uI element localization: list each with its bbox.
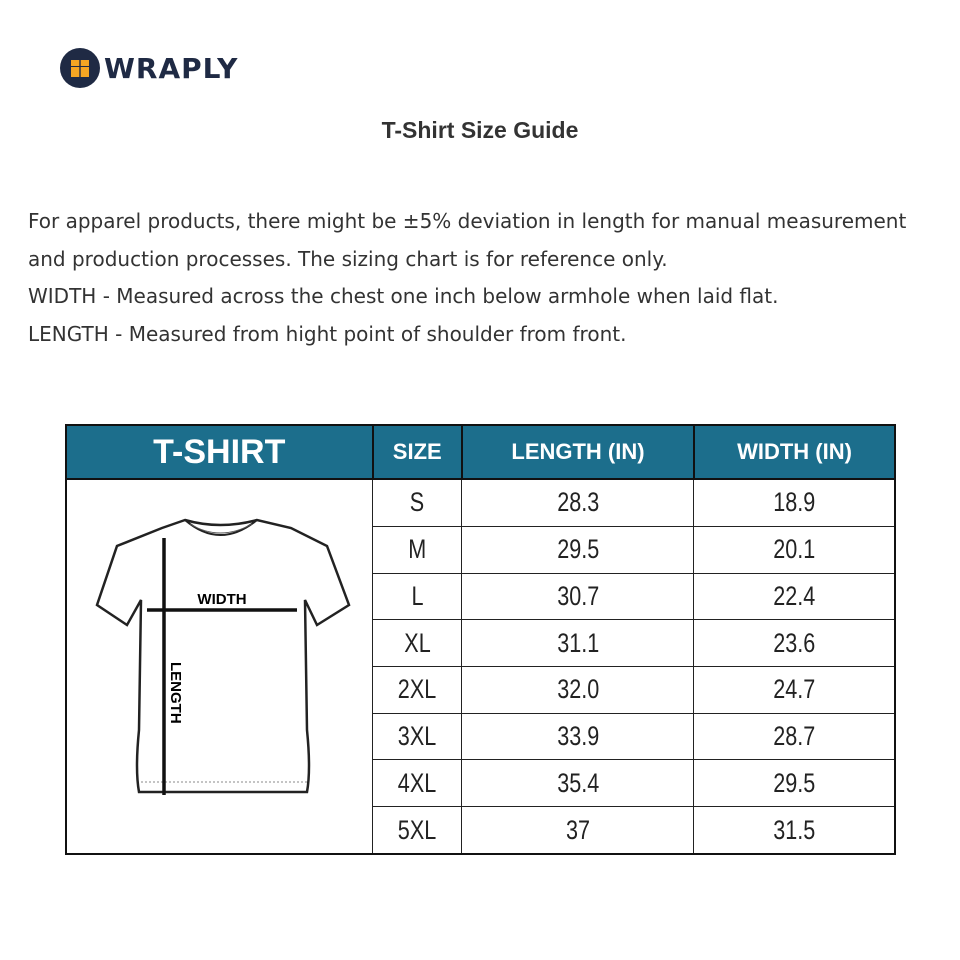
header-width: WIDTH (IN) [692, 424, 897, 480]
table-row: 5XL 37 31.5 [66, 806, 896, 855]
cell-size: 5XL [371, 806, 463, 855]
brand-logo: WRAPLY [60, 48, 238, 88]
description: For apparel products, there might be ±5%… [28, 203, 928, 353]
brand-name: WRAPLY [104, 51, 239, 85]
size-value: 4XL [398, 767, 437, 798]
header-length: LENGTH (IN) [460, 424, 695, 480]
length-value: 32.0 [556, 674, 599, 705]
deviation-note: For apparel products, there might be ±5%… [28, 209, 907, 271]
cell-length: 30.7 [461, 572, 695, 621]
width-note: WIDTH - Measured across the chest one in… [28, 284, 779, 308]
table-header: T-SHIRT SIZE LENGTH (IN) WIDTH (IN) [65, 424, 897, 480]
cell-size: XL [371, 619, 463, 667]
cell-size: 2XL [371, 665, 463, 714]
cell-length: 35.4 [461, 759, 695, 808]
length-value: 29.5 [556, 534, 599, 565]
width-value: 29.5 [773, 767, 816, 798]
size-table: T-SHIRT SIZE LENGTH (IN) WIDTH (IN) WIDT… [65, 424, 897, 855]
cell-width: 23.6 [693, 619, 896, 667]
length-value: 30.7 [556, 580, 599, 611]
size-value: 2XL [398, 674, 437, 705]
length-note: LENGTH - Measured from hight point of sh… [28, 321, 627, 346]
length-value: 33.9 [556, 721, 599, 752]
width-value: 28.7 [773, 721, 816, 752]
size-value: M [408, 534, 427, 565]
width-value: 31.5 [773, 814, 816, 845]
cell-size: L [371, 572, 463, 621]
cell-width: 22.4 [693, 572, 896, 621]
width-value: 24.7 [773, 674, 816, 705]
page-title: T-Shirt Size Guide [381, 117, 579, 143]
length-value: 37 [565, 814, 590, 845]
size-value: XL [404, 627, 431, 658]
table-row: XL 31.1 23.6 [66, 619, 896, 667]
tshirt-diagram: WIDTH LENGTH [65, 478, 373, 855]
width-value: 23.6 [773, 627, 816, 658]
header-size: SIZE [371, 424, 463, 480]
cell-length: 33.9 [461, 712, 695, 761]
table-row: 4XL 35.4 29.5 [66, 759, 896, 808]
tshirt-outline-icon [95, 518, 351, 794]
table-row: WIDTH LENGTH S 28.3 18.9 [65, 478, 896, 855]
width-value: 20.1 [773, 534, 816, 565]
length-label: LENGTH [167, 662, 184, 724]
gift-box-icon [60, 48, 100, 88]
cell-length: 31.1 [461, 619, 695, 667]
size-value: L [411, 580, 424, 611]
cell-width: 24.7 [693, 665, 896, 714]
length-value: 28.3 [556, 487, 599, 518]
cell-length: 28.3 [461, 478, 695, 527]
cell-size: 4XL [371, 759, 463, 808]
cell-length: 32.0 [461, 665, 695, 714]
cell-size: 3XL [371, 712, 463, 761]
width-label: WIDTH [197, 591, 246, 608]
size-value: 5XL [398, 814, 437, 845]
width-value: 18.9 [773, 487, 816, 518]
table-row: 3XL 33.9 28.7 [66, 712, 896, 761]
cell-size: M [371, 525, 463, 574]
length-value: 35.4 [556, 767, 599, 798]
width-value: 22.4 [773, 580, 816, 611]
table-row: 2XL 32.0 24.7 [66, 665, 896, 714]
length-value: 31.1 [556, 627, 599, 658]
size-value: 3XL [398, 721, 437, 752]
table-row: M 29.5 20.1 [66, 525, 896, 574]
cell-size: S [371, 478, 463, 527]
size-value: S [410, 487, 425, 518]
cell-length: 29.5 [461, 525, 695, 574]
cell-width: 20.1 [693, 525, 896, 574]
cell-width: 18.9 [693, 478, 896, 527]
cell-width: 28.7 [693, 712, 896, 761]
header-tshirt: T-SHIRT [65, 424, 374, 480]
cell-width: 31.5 [693, 806, 896, 855]
cell-width: 29.5 [693, 759, 896, 808]
cell-length: 37 [461, 806, 695, 855]
